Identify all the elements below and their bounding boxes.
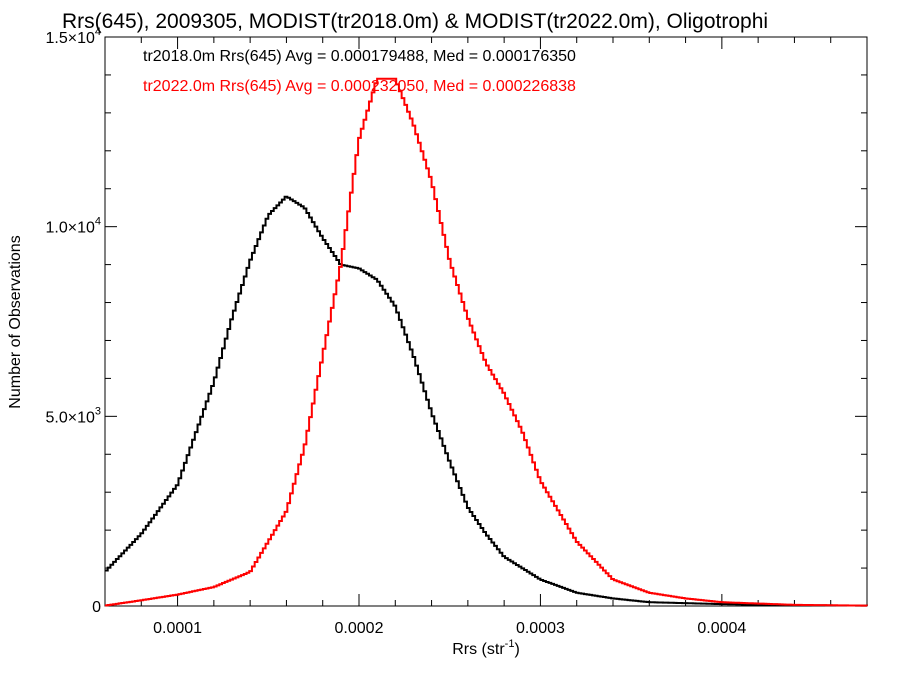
x-tick-label: 0.0002 bbox=[335, 620, 384, 637]
series-line-tr2022 bbox=[105, 77, 868, 607]
axis-ticks bbox=[104, 36, 868, 607]
x-tick-label: 0.0003 bbox=[516, 620, 565, 637]
y-tick-label: 5.0×103 bbox=[45, 405, 101, 426]
legend-entry-tr2018: tr2018.0m Rrs(645) Avg = 0.000179488, Me… bbox=[143, 48, 576, 65]
x-tick-label: 0.0001 bbox=[153, 620, 202, 637]
x-axis-label: Rrs (str-1) bbox=[452, 638, 520, 658]
y-tick-labels: 0 5.0×103 1.0×104 1.5×104 bbox=[45, 26, 101, 616]
x-tick-labels: 0.0001 0.0002 0.0003 0.0004 bbox=[153, 620, 746, 637]
chart-title: Rrs(645), 2009305, MODIST(tr2018.0m) & M… bbox=[62, 10, 768, 33]
y-tick-label: 1.5×104 bbox=[45, 26, 101, 47]
y-axis-label: Number of Observations bbox=[7, 235, 24, 408]
y-tick-label: 1.0×104 bbox=[45, 216, 101, 237]
series-line-tr2018 bbox=[105, 195, 868, 607]
x-tick-label: 0.0004 bbox=[697, 620, 746, 637]
legend-entry-tr2022: tr2022.0m Rrs(645) Avg = 0.000232050, Me… bbox=[143, 78, 576, 95]
y-tick-label: 0 bbox=[92, 599, 101, 616]
plot-frame bbox=[104, 36, 868, 607]
